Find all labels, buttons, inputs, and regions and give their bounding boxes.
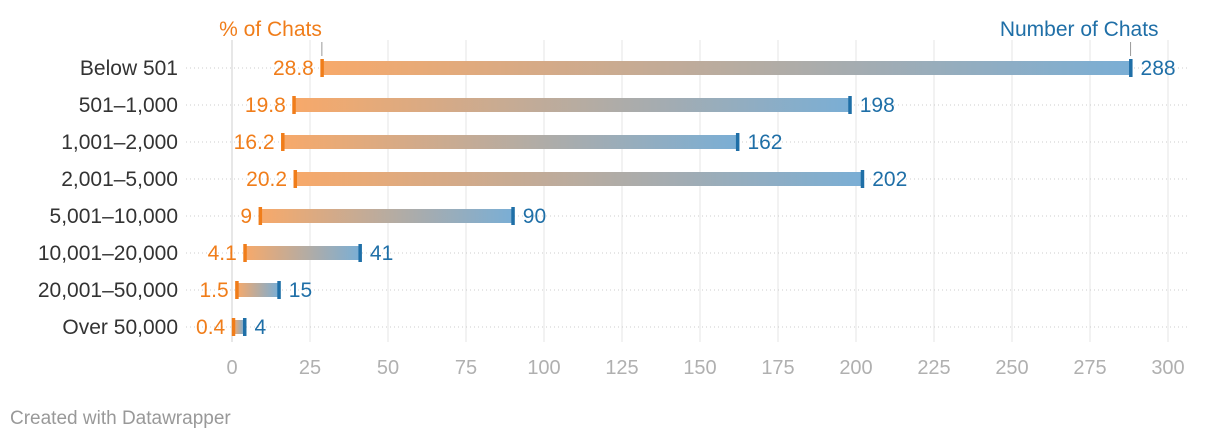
x-tick-label: 250 xyxy=(995,357,1028,379)
right-end-marker xyxy=(277,281,281,299)
x-tick-label: 225 xyxy=(917,357,950,379)
category-label: Over 50,000 xyxy=(62,316,178,339)
right-value-label: 198 xyxy=(860,94,895,117)
x-tick-label: 125 xyxy=(605,357,638,379)
x-tick-label: 100 xyxy=(527,357,560,379)
range-bar xyxy=(236,283,279,297)
right-end-marker xyxy=(511,207,515,225)
right-end-marker xyxy=(358,244,362,262)
category-label: 5,001–10,000 xyxy=(50,205,178,228)
x-tick-label: 200 xyxy=(839,357,872,379)
left-value-label: 4.1 xyxy=(208,242,237,265)
left-end-marker xyxy=(235,281,239,299)
right-end-marker xyxy=(242,318,247,336)
left-value-label: 9 xyxy=(240,205,252,228)
left-value-label: 16.2 xyxy=(234,131,275,154)
left-end-marker xyxy=(292,96,296,114)
range-bar xyxy=(295,172,863,186)
right-value-label: 15 xyxy=(289,279,312,302)
right-value-label: 41 xyxy=(370,242,393,265)
category-label: 2,001–5,000 xyxy=(61,168,178,191)
x-tick-label: 275 xyxy=(1073,357,1106,379)
left-end-marker xyxy=(243,244,247,262)
right-end-marker xyxy=(848,96,852,114)
left-end-marker xyxy=(281,133,285,151)
right-value-label: 202 xyxy=(872,168,907,191)
left-value-label: 28.8 xyxy=(273,57,314,80)
left-value-label: 0.4 xyxy=(196,316,226,339)
left-value-label: 1.5 xyxy=(199,279,228,302)
category-label: 501–1,000 xyxy=(79,94,178,117)
category-label: 10,001–20,000 xyxy=(38,242,178,265)
right-value-label: 288 xyxy=(1141,57,1176,80)
left-end-marker xyxy=(320,59,324,77)
range-bar xyxy=(260,209,513,223)
left-value-label: 20.2 xyxy=(246,168,287,191)
right-value-label: 162 xyxy=(747,131,782,154)
x-tick-label: 300 xyxy=(1151,357,1184,379)
x-tick-label: 0 xyxy=(226,357,237,379)
x-tick-label: 75 xyxy=(455,357,477,379)
range-bar xyxy=(233,320,245,334)
range-bar xyxy=(244,246,360,260)
right-end-marker xyxy=(860,170,865,188)
range-bar xyxy=(293,98,850,112)
range-bar xyxy=(282,135,738,149)
credit-text: Created with Datawrapper xyxy=(10,408,231,429)
x-tick-label: 50 xyxy=(377,357,399,379)
left-end-marker xyxy=(258,207,263,225)
right-end-marker xyxy=(1129,59,1133,77)
category-label: Below 501 xyxy=(80,57,178,80)
category-label: 1,001–2,000 xyxy=(61,131,178,154)
left-end-marker xyxy=(293,170,298,188)
left-end-marker xyxy=(231,318,236,336)
right-value-label: 90 xyxy=(523,205,546,228)
legend-right-label: Number of Chats xyxy=(1000,18,1159,41)
range-bar xyxy=(321,61,1131,75)
category-label: 20,001–50,000 xyxy=(38,279,178,302)
legend-left-label: % of Chats xyxy=(219,18,322,41)
x-tick-label: 150 xyxy=(683,357,716,379)
right-end-marker xyxy=(735,133,740,151)
x-tick-label: 25 xyxy=(299,357,321,379)
left-value-label: 19.8 xyxy=(245,94,286,117)
right-value-label: 4 xyxy=(254,316,266,339)
x-tick-label: 175 xyxy=(761,357,794,379)
